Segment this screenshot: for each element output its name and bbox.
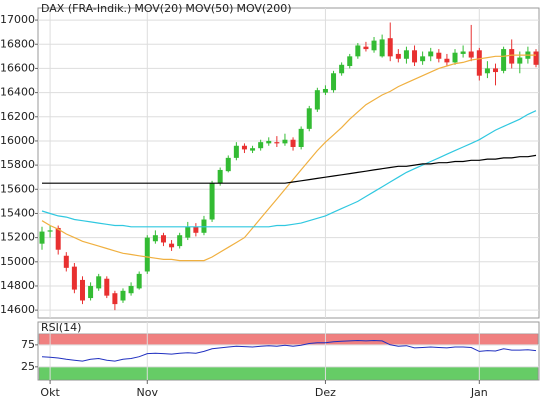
rsi-title: RSI(14) — [41, 321, 81, 334]
candle-body — [274, 142, 280, 144]
candle-body — [290, 139, 296, 147]
candle-body — [241, 145, 247, 150]
plot-area — [37, 7, 540, 319]
candle-body — [501, 49, 507, 71]
candle-body — [88, 285, 94, 299]
candle-body — [96, 276, 102, 289]
candle-body — [298, 128, 304, 147]
legend-entry: MOV(200) — [236, 2, 291, 15]
candle-body — [403, 50, 409, 59]
candle-body — [258, 142, 264, 149]
candle-body — [128, 285, 134, 294]
candle-body — [412, 50, 418, 63]
candle-body — [428, 51, 434, 57]
candle-body — [201, 219, 207, 233]
rsi-band — [38, 333, 539, 346]
candle-body — [436, 52, 442, 59]
candle-body — [331, 73, 337, 91]
y-tick-label: 15800 — [0, 158, 35, 171]
candle-body — [476, 50, 482, 76]
moving-average-line — [41, 110, 537, 228]
candle-body — [55, 227, 61, 250]
candle-body — [371, 40, 377, 51]
candle-body — [306, 108, 312, 129]
moving-average-line — [42, 154, 537, 184]
legend-entry: MOV(50) — [185, 2, 233, 15]
candle-body — [185, 226, 191, 238]
candle-body — [250, 148, 256, 151]
moving-average-line — [41, 54, 536, 262]
candle-body — [112, 293, 118, 305]
candle-body — [120, 290, 126, 301]
candle-body — [177, 235, 183, 247]
candle-body — [339, 64, 345, 74]
y-tick-label: 14600 — [0, 303, 35, 316]
y-tick-label: 16800 — [0, 37, 35, 50]
rsi-line — [41, 339, 537, 362]
x-tick-label: Jan — [470, 386, 488, 399]
candle-body — [420, 56, 426, 62]
candle-body — [144, 237, 150, 272]
candle-body — [193, 226, 199, 233]
legend-entry: DAX (FRA-Indik.) — [41, 2, 131, 15]
candle-body — [169, 243, 175, 248]
candle-body — [209, 183, 215, 220]
candle-body — [493, 68, 499, 73]
candle-body — [468, 51, 474, 58]
candle-body — [217, 169, 223, 184]
candle-body — [379, 39, 385, 57]
candle-body — [47, 230, 53, 232]
y-tick-label: 15600 — [0, 182, 35, 195]
candle-body — [444, 58, 450, 63]
candle-body — [387, 38, 393, 57]
candle-body — [322, 88, 328, 93]
candle-body — [355, 45, 361, 57]
candle-body — [63, 255, 69, 268]
candle-body — [266, 140, 272, 144]
candle-body — [282, 139, 288, 144]
candle-body — [395, 53, 401, 59]
legend-entry: MOV(20) — [134, 2, 182, 15]
y-tick-label: 16400 — [0, 86, 35, 99]
candle-body — [71, 266, 77, 290]
candle-body — [363, 46, 369, 50]
x-tick-label: Okt — [40, 386, 60, 399]
y-tick-label: 25 — [21, 360, 35, 373]
candle-body — [460, 51, 466, 54]
x-tick-label: Dez — [315, 386, 336, 399]
candle-body — [160, 235, 166, 243]
y-tick-label: 16600 — [0, 61, 35, 74]
y-tick-label: 17000 — [0, 13, 35, 26]
x-tick-label: Nov — [137, 386, 159, 399]
y-tick-label: 15400 — [0, 206, 35, 219]
y-tick-label: 75 — [21, 338, 35, 351]
candle-body — [39, 231, 45, 244]
candle-body — [136, 273, 142, 289]
candle-body — [79, 279, 85, 301]
y-tick-label: 16200 — [0, 110, 35, 123]
candle-body — [347, 56, 353, 67]
candle-body — [533, 51, 539, 65]
y-tick-label: 15000 — [0, 255, 35, 268]
y-tick-label: 14800 — [0, 279, 35, 292]
candle-body — [484, 68, 490, 74]
candle-body — [509, 49, 515, 64]
y-tick-label: 15200 — [0, 231, 35, 244]
candle-body — [314, 90, 320, 110]
candle-body — [104, 278, 110, 296]
y-tick-label: 16000 — [0, 134, 35, 147]
candle-body — [233, 145, 239, 158]
candle-body — [517, 57, 523, 64]
candle-body — [225, 157, 231, 172]
rsi-band — [38, 366, 539, 381]
candle-body — [152, 235, 158, 242]
candle-body — [452, 52, 458, 63]
